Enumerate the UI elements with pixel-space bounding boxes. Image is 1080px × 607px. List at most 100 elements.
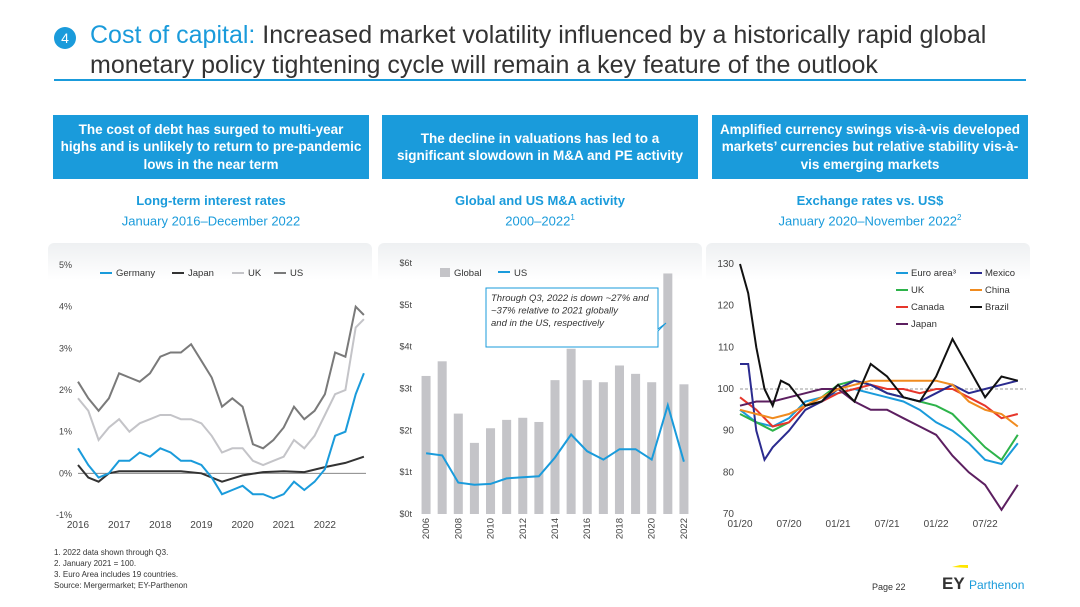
bar-global bbox=[534, 421, 544, 514]
legend-label-japan: Japan bbox=[188, 268, 214, 279]
panel-summary-box: The cost of debt has surged to multi-yea… bbox=[53, 115, 369, 179]
y-tick-label: $1t bbox=[399, 467, 412, 477]
y-tick-label: 4% bbox=[59, 302, 72, 312]
bar-global bbox=[550, 380, 560, 514]
logo-parthenon: Parthenon bbox=[969, 578, 1024, 592]
callout-box bbox=[485, 287, 667, 348]
x-tick-label: 2010 bbox=[486, 518, 497, 539]
y-tick-label: 2% bbox=[59, 385, 72, 395]
y-tick-label: 1% bbox=[59, 427, 72, 437]
chart-title: Long-term interest rates bbox=[136, 193, 286, 208]
bar-global bbox=[486, 428, 496, 514]
bar-global bbox=[518, 417, 528, 514]
bar-global bbox=[647, 382, 657, 514]
legend-label: Japan bbox=[911, 319, 937, 330]
chart-title: Exchange rates vs. US$ bbox=[796, 193, 944, 208]
x-tick-label: 2006 bbox=[421, 518, 432, 539]
series-line bbox=[739, 383, 1019, 428]
legend-label: Brazil bbox=[985, 302, 1009, 313]
y-tick-label: $0t bbox=[399, 509, 412, 519]
x-tick-label: 2020 bbox=[647, 518, 658, 539]
bar-global bbox=[631, 373, 641, 514]
legend-label: China bbox=[985, 285, 1011, 296]
y-tick-label: 120 bbox=[717, 301, 734, 312]
ey-parthenon-logo: EY Parthenon bbox=[942, 565, 1024, 593]
y-tick-label: $2t bbox=[399, 425, 412, 435]
y-tick-label: $3t bbox=[399, 384, 412, 394]
series-line-uk bbox=[77, 318, 365, 467]
footnote-3: 3. Euro Area includes 19 countries. bbox=[54, 570, 179, 579]
series-line-us bbox=[425, 401, 685, 486]
y-tick-label: -1% bbox=[56, 510, 72, 520]
x-tick-label: 2021 bbox=[273, 520, 296, 531]
y-tick-label: $5t bbox=[399, 300, 412, 310]
footnote-2: 2. January 2021 = 100. bbox=[54, 559, 137, 568]
series-line-us bbox=[77, 304, 365, 450]
logo-beam-icon bbox=[952, 565, 968, 568]
chart-subtitle-text: 2000–2022 bbox=[505, 213, 571, 229]
panel-summary-box: The decline in valuations has led to a s… bbox=[382, 115, 698, 179]
x-tick-label: 2014 bbox=[550, 518, 561, 539]
x-tick-label: 01/20 bbox=[727, 519, 752, 530]
panel-summary-box: Amplified currency swings vis-à-vis deve… bbox=[712, 115, 1028, 179]
page-title: Cost of capital: Increased market volati… bbox=[90, 20, 1030, 80]
footnote-source: Source: Mergermarket; EY-Parthenon bbox=[54, 581, 188, 590]
legend-label: Canada bbox=[911, 302, 945, 313]
title-rest: Increased market volatility influenced b… bbox=[90, 21, 987, 79]
panel-interest-rates: The cost of debt has surged to multi-yea… bbox=[53, 115, 369, 229]
bar-global bbox=[566, 348, 576, 514]
chart-exchange-rates: 70 80 90 100 110 120 130 01/20 07/20 01/21 07/21 01… bbox=[706, 243, 1030, 551]
y-tick-label: 3% bbox=[59, 343, 72, 353]
x-tick-label: 01/22 bbox=[924, 519, 949, 530]
x-tick-label: 2018 bbox=[149, 520, 172, 531]
panel-exchange-rates: Amplified currency swings vis-à-vis deve… bbox=[712, 115, 1028, 229]
series-line bbox=[739, 263, 1019, 409]
callout-text: ~37% relative to 2021 globally bbox=[491, 306, 619, 317]
bar-global bbox=[614, 365, 624, 514]
chart-ma-activity: $0t $1t $2t $3t $4t $5t $6t 2006 2008 2010 2012 201… bbox=[378, 243, 702, 551]
callout-text: Through Q3, 2022 is down ~27% and bbox=[491, 293, 649, 304]
legend-label-uk: UK bbox=[248, 268, 262, 279]
x-tick-label: 01/21 bbox=[826, 519, 851, 530]
x-tick-label: 2016 bbox=[582, 518, 593, 539]
chart-subtitle: January 2016–December 2022 bbox=[53, 209, 369, 229]
series-line bbox=[739, 388, 1019, 512]
panel-ma-activity: The decline in valuations has led to a s… bbox=[382, 115, 698, 229]
logo-ey: EY bbox=[942, 574, 965, 593]
series-line bbox=[739, 387, 1019, 466]
y-tick-label: 0% bbox=[59, 468, 72, 478]
x-tick-label: 07/20 bbox=[777, 519, 802, 530]
legend-swatch-global bbox=[440, 268, 450, 277]
legend-label-us: US bbox=[290, 268, 303, 279]
title-accent: Cost of capital: bbox=[90, 21, 256, 49]
chart-subtitle-footnote: 2 bbox=[957, 213, 962, 222]
bar-global bbox=[582, 380, 592, 514]
y-tick-label: 80 bbox=[723, 467, 735, 478]
bar-global bbox=[679, 384, 689, 514]
footnotes: 1. 2022 data shown through Q3. 2. Januar… bbox=[54, 547, 188, 591]
series-line bbox=[739, 379, 1019, 428]
x-tick-label: 2012 bbox=[518, 518, 529, 539]
y-tick-label: 5% bbox=[59, 260, 72, 270]
x-tick-label: 2022 bbox=[314, 520, 337, 531]
bar-global bbox=[421, 375, 431, 514]
header-rule bbox=[54, 79, 1026, 81]
y-tick-label: 70 bbox=[723, 509, 735, 520]
y-tick-label: 110 bbox=[718, 342, 734, 353]
y-tick-label: $6t bbox=[399, 258, 412, 268]
x-tick-label: 2020 bbox=[231, 520, 254, 531]
legend-label-global: Global bbox=[454, 268, 481, 279]
series-line-japan bbox=[77, 455, 365, 483]
page-number: Page 22 bbox=[872, 582, 906, 592]
chart-interest-rates-svg: -1% 0% 1% 2% 3% 4% 5% 2016 2017 2018 2019 2020 2021 2… bbox=[56, 260, 366, 531]
footnote-1: 1. 2022 data shown through Q3. bbox=[54, 548, 169, 557]
chart-subtitle-footnote: 1 bbox=[570, 213, 575, 222]
y-tick-label: 130 bbox=[717, 259, 734, 270]
x-tick-label: 2019 bbox=[190, 520, 213, 531]
y-tick-label: $4t bbox=[399, 342, 412, 352]
y-tick-label: 90 bbox=[723, 426, 735, 437]
chart-subtitle: 2000–20221 bbox=[382, 209, 698, 229]
bar-global bbox=[663, 273, 673, 514]
x-tick-label: 2017 bbox=[108, 520, 131, 531]
section-number-badge: 4 bbox=[54, 27, 76, 49]
